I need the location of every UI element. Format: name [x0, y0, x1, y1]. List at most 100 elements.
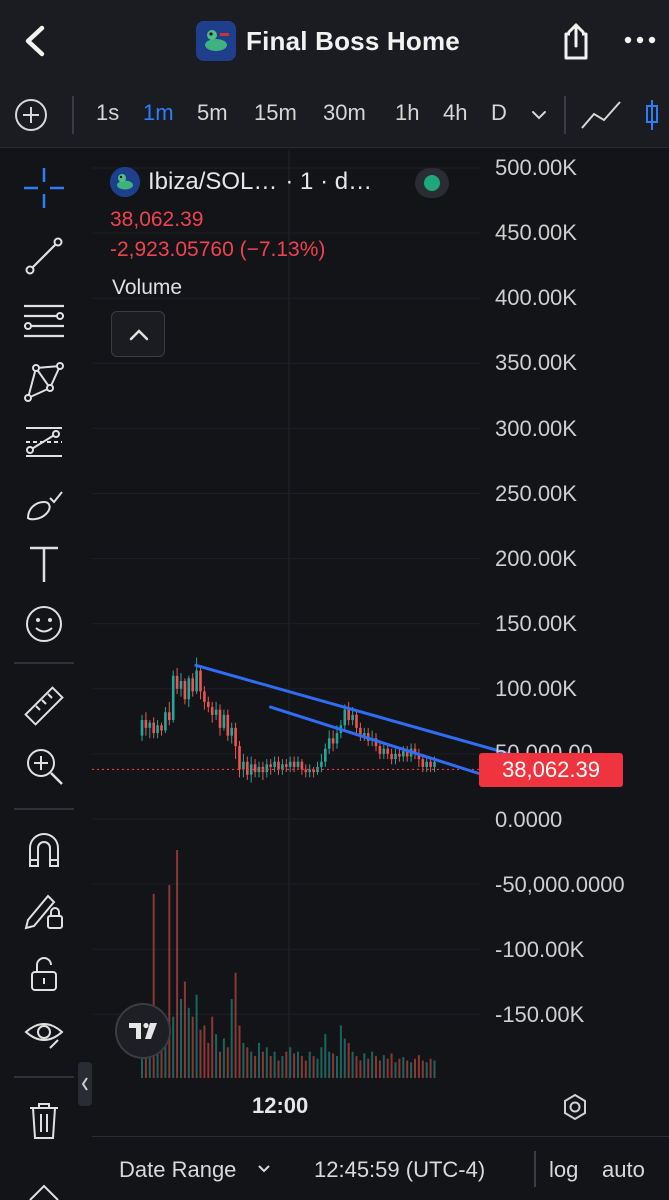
magnet-icon[interactable]	[18, 824, 70, 876]
volume-bar	[386, 1058, 389, 1078]
volume-bar	[304, 1060, 307, 1078]
eye-icon[interactable]	[18, 1008, 70, 1060]
candle	[246, 761, 249, 775]
candle	[402, 751, 405, 757]
trendlines[interactable]	[194, 663, 550, 779]
volume-bar	[316, 1058, 319, 1078]
volume-bar	[320, 1047, 323, 1078]
interval-30m[interactable]: 30m	[323, 100, 366, 125]
candle	[226, 714, 230, 736]
ruler-icon[interactable]	[18, 680, 70, 732]
volume-bar	[203, 1025, 206, 1078]
interval-15m[interactable]: 15m	[254, 100, 297, 125]
interval-bar: 1s 1m 5m 15m 30m 1h 4h D	[0, 82, 669, 148]
add-indicator-icon[interactable]	[14, 98, 48, 132]
candle	[359, 727, 362, 736]
interval-1h[interactable]: 1h	[395, 100, 420, 125]
candle	[230, 727, 233, 736]
collapse-legend-button[interactable]	[111, 311, 165, 357]
candle	[210, 707, 214, 715]
symbol-legend[interactable]: Ibiza/SOL… · 1 · d…	[110, 165, 372, 199]
candle	[312, 769, 315, 773]
lock-drawing-icon[interactable]	[18, 884, 70, 936]
candle	[156, 725, 159, 734]
projection-icon[interactable]	[18, 416, 70, 468]
volume-bar	[191, 1016, 194, 1078]
unlock-icon[interactable]	[18, 948, 70, 1000]
candle	[413, 748, 417, 754]
volume-bar	[285, 1051, 288, 1078]
candle	[140, 720, 144, 736]
chevron-down-icon[interactable]	[256, 1161, 272, 1177]
candle	[355, 714, 358, 728]
interval-d[interactable]: D	[491, 100, 507, 125]
more-icon[interactable]	[620, 28, 660, 52]
auto-scale-toggle[interactable]: auto	[602, 1157, 645, 1182]
volume-bar	[238, 1025, 241, 1078]
volume-bar	[355, 1056, 358, 1078]
volume-bar	[300, 1056, 303, 1078]
interval-4h[interactable]: 4h	[443, 100, 468, 125]
log-scale-toggle[interactable]: log	[549, 1157, 579, 1182]
y-tick-label: 0.0000	[495, 807, 563, 832]
interval-1s[interactable]: 1s	[96, 100, 120, 125]
interval-1m[interactable]: 1m	[143, 100, 174, 125]
trendline-icon[interactable]	[18, 230, 70, 282]
text-icon[interactable]	[18, 538, 70, 590]
settings-icon[interactable]	[560, 1092, 590, 1122]
volume-bar	[297, 1051, 299, 1078]
volume-bar	[398, 1058, 401, 1078]
toolbar-collapse-handle[interactable]	[78, 1062, 92, 1106]
volume-bar	[406, 1060, 409, 1078]
pattern-icon[interactable]	[18, 356, 70, 408]
candle	[320, 761, 323, 767]
volume-bar	[367, 1058, 370, 1078]
zoom-in-icon[interactable]	[18, 740, 70, 792]
volume-bar	[328, 1051, 331, 1078]
time-axis-label: 12:00	[252, 1093, 309, 1118]
candle	[390, 753, 393, 760]
brush-icon[interactable]	[18, 478, 70, 530]
date-range-button[interactable]: Date Range	[119, 1157, 237, 1182]
chart-footer: Date Range 12:45:59 (UTC-4) log auto	[92, 1136, 669, 1200]
y-tick-label: -150.00K	[495, 1002, 585, 1027]
candle	[203, 691, 206, 702]
clock-label[interactable]: 12:45:59 (UTC-4)	[314, 1157, 486, 1182]
volume-bar	[410, 1062, 413, 1078]
y-tick-label: -50,000.0000	[495, 872, 625, 897]
line-chart-icon[interactable]	[580, 98, 622, 132]
trendline[interactable]	[269, 705, 490, 779]
volume-bar	[273, 1051, 276, 1078]
volume-bar	[421, 1060, 424, 1078]
candle	[300, 761, 304, 770]
candle	[405, 751, 409, 757]
chevron-up-icon[interactable]	[18, 1170, 70, 1200]
crosshair-icon[interactable]	[18, 162, 70, 214]
share-icon[interactable]	[558, 22, 594, 62]
volume-bar	[258, 1042, 260, 1078]
y-tick-label: 350.00K	[495, 350, 577, 375]
volume-bar	[242, 1042, 245, 1078]
footer-divider	[534, 1151, 536, 1187]
emoji-icon[interactable]	[18, 598, 70, 650]
trendline[interactable]	[194, 663, 550, 767]
price-chart[interactable]	[92, 150, 669, 1080]
tradingview-logo-icon[interactable]	[115, 1003, 171, 1059]
volume-bar	[211, 1016, 214, 1078]
interval-5m[interactable]: 5m	[197, 100, 228, 125]
volume-bar	[293, 1053, 296, 1078]
market-status-icon	[415, 168, 449, 198]
chevron-down-icon[interactable]	[530, 106, 548, 124]
y-tick-label: 300.00K	[495, 416, 577, 441]
fib-icon[interactable]	[18, 294, 70, 346]
candle-chart-icon[interactable]	[640, 98, 669, 132]
toolbar-divider	[14, 808, 74, 810]
candle	[351, 714, 354, 721]
symbol-logo-icon	[110, 167, 140, 197]
volume-bar	[378, 1060, 381, 1078]
volume-bar	[180, 999, 182, 1078]
candle	[433, 761, 436, 767]
back-icon[interactable]	[18, 22, 54, 60]
trash-icon[interactable]	[18, 1094, 70, 1146]
symbol-meta: · 1 · d…	[285, 168, 373, 195]
